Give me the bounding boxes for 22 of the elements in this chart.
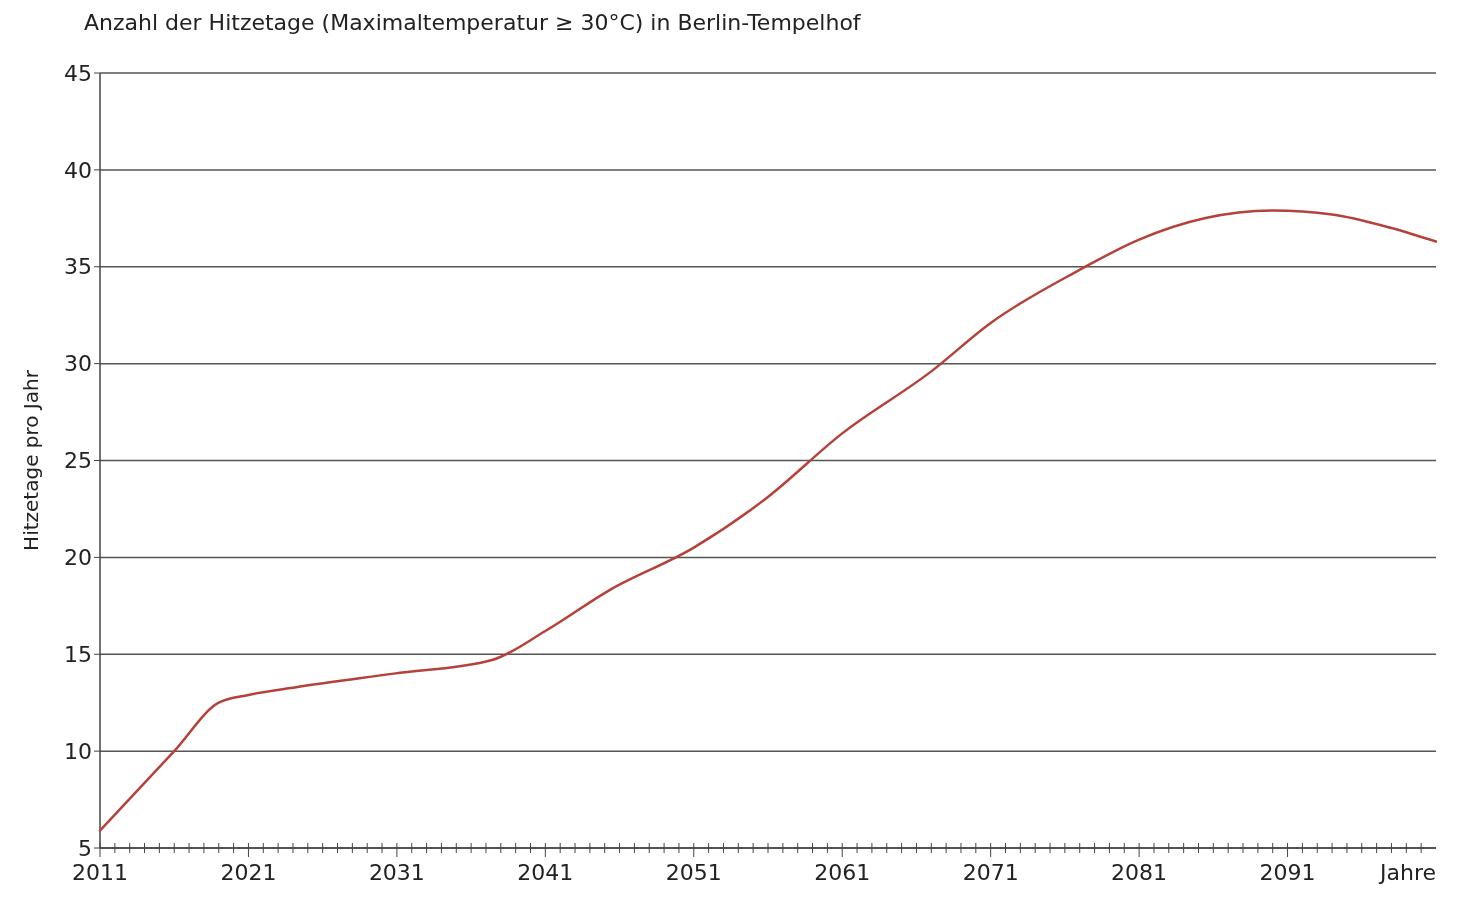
y-tick-label: 15 xyxy=(64,641,92,667)
line-series xyxy=(98,209,1438,832)
x-tick-label: 2081 xyxy=(1111,860,1168,885)
y-tick-label: 30 xyxy=(64,351,92,377)
y-axis-title: Hitzetage pro Jahr xyxy=(19,369,43,551)
y-tick-label: 25 xyxy=(64,448,92,474)
x-tick-label: 2091 xyxy=(1259,860,1316,885)
y-tick-label: 45 xyxy=(64,60,92,86)
x-tick-label: 2061 xyxy=(814,860,871,885)
y-tick-label: 40 xyxy=(64,157,92,183)
x-tick-label: 2051 xyxy=(665,860,722,885)
x-tick-label: 2071 xyxy=(962,860,1019,885)
x-tick-label: 2041 xyxy=(517,860,574,885)
x-axis-title: Jahre xyxy=(1377,860,1436,885)
y-tick-label: 20 xyxy=(64,545,92,571)
y-tick-label: 35 xyxy=(64,254,92,280)
x-tick-label: 2031 xyxy=(368,860,425,885)
y-tick-label: 5 xyxy=(78,835,92,861)
x-tick-label: 2021 xyxy=(220,860,277,885)
y-tick-label: 10 xyxy=(64,738,92,764)
x-tick-label: 2011 xyxy=(72,860,128,885)
chart-title: Anzahl der Hitzetage (Maximaltemperatur ≥ 30°C) in Berlin-Tempelhof xyxy=(84,10,862,35)
